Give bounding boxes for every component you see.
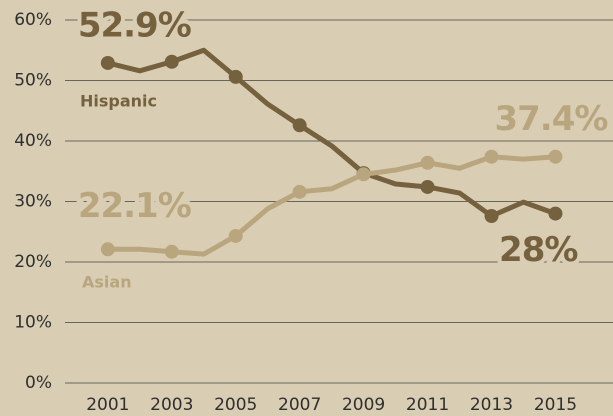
point-marker — [164, 54, 179, 69]
y-tick-label: 20% — [14, 252, 52, 272]
series-line — [107, 47, 557, 219]
value-label: 52.9% — [78, 5, 191, 45]
x-tick-label: 2015 — [534, 395, 577, 415]
point-marker — [228, 228, 243, 243]
x-tick-label: 2007 — [278, 395, 321, 415]
point-marker — [420, 155, 435, 170]
x-tick-label: 2011 — [406, 395, 449, 415]
point-marker — [100, 55, 115, 70]
point-marker — [356, 167, 371, 182]
y-tick-label: 30% — [14, 192, 52, 212]
series-line — [107, 154, 556, 257]
point-marker — [292, 184, 307, 199]
y-tick-label: 50% — [14, 71, 52, 91]
value-label: 28% — [499, 230, 577, 270]
x-tick-label: 2001 — [86, 395, 129, 415]
x-tick-label: 2003 — [150, 395, 193, 415]
point-marker — [548, 206, 563, 221]
series-name: Asian — [82, 273, 132, 292]
x-tick-label: 2013 — [470, 395, 513, 415]
point-marker — [100, 242, 115, 257]
x-tick-label: 2005 — [214, 395, 257, 415]
y-tick-label: 0% — [25, 373, 52, 393]
point-marker — [420, 179, 435, 194]
point-marker — [548, 149, 563, 164]
point-marker — [228, 69, 243, 84]
x-tick-label: 2009 — [342, 395, 385, 415]
y-tick-label: 40% — [14, 131, 52, 151]
y-tick-label: 10% — [14, 313, 52, 333]
y-tick-label: 60% — [14, 10, 52, 30]
point-marker — [484, 209, 499, 224]
series-name: Hispanic — [80, 92, 157, 111]
point-marker — [484, 149, 499, 164]
value-label: 22.1% — [78, 186, 191, 226]
point-marker — [292, 118, 307, 133]
value-label: 37.4% — [494, 99, 607, 139]
point-marker — [164, 244, 179, 259]
